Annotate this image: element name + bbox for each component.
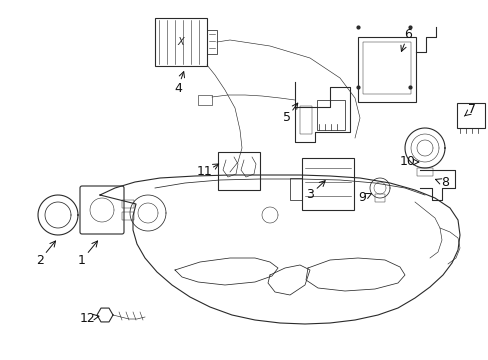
Text: 4: 4 [174,81,182,94]
Bar [302,158,353,210]
Bar [456,103,484,128]
Text: 3: 3 [305,189,313,202]
Text: 12: 12 [80,311,96,324]
Text: 2: 2 [36,253,44,266]
Text: 11: 11 [197,166,212,179]
Text: 5: 5 [283,112,290,125]
Text: 8: 8 [440,176,448,189]
Bar [122,212,134,220]
Bar [122,200,134,208]
Bar [416,168,432,176]
Bar [357,37,415,102]
Bar [198,95,212,105]
Text: 7: 7 [467,104,475,117]
Text: 10: 10 [399,156,415,168]
Text: 9: 9 [357,192,365,204]
Bar [374,194,384,202]
Bar [155,18,206,66]
Bar [362,42,410,94]
Text: 6: 6 [403,28,411,41]
Text: X: X [177,37,184,47]
Text: 1: 1 [78,253,86,266]
Bar [218,152,260,190]
Bar [299,106,311,134]
Bar [316,100,345,130]
Bar [289,178,302,200]
Bar [206,30,217,54]
